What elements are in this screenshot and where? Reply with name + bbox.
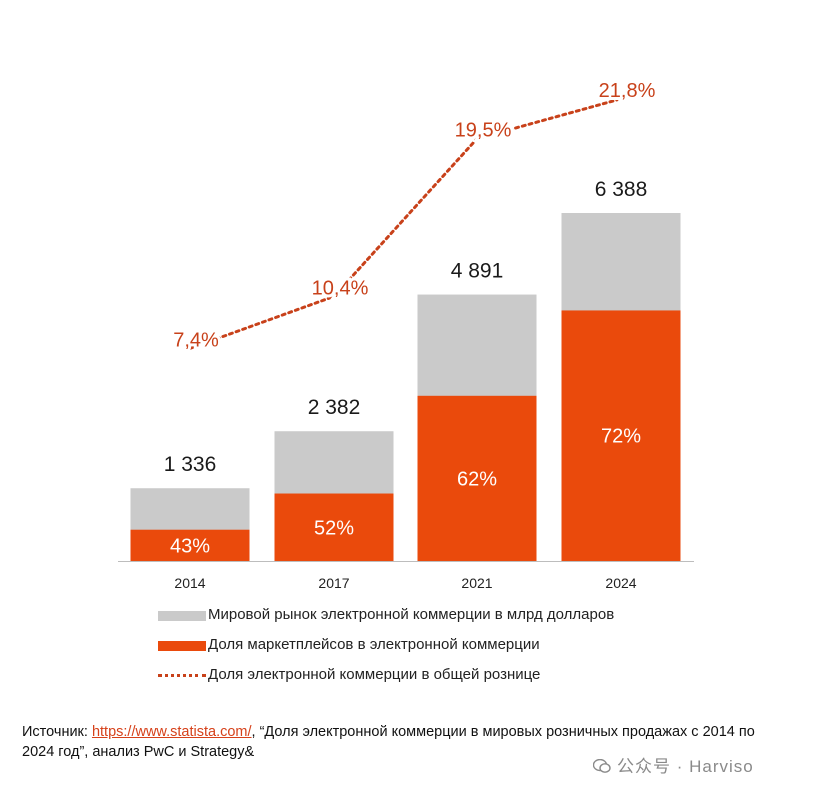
x-tick-2024: 2024 bbox=[605, 575, 636, 591]
wechat-icon bbox=[593, 759, 611, 773]
x-tick-2014: 2014 bbox=[174, 575, 205, 591]
retail-share-label-2014: 7,4% bbox=[173, 329, 219, 351]
legend-swatch-marketplaces bbox=[158, 641, 206, 651]
source-note: Источник: https://www.statista.com/, “До… bbox=[22, 722, 762, 762]
retail-share-point-2024 bbox=[619, 97, 623, 101]
retail-share-label-2017: 10,4% bbox=[312, 277, 369, 299]
source-prefix: Источник: bbox=[22, 724, 92, 740]
legend-label-marketplaces: Доля маркетплейсов в электронной коммерц… bbox=[208, 636, 540, 653]
share-label-2014: 43% bbox=[170, 535, 210, 557]
x-tick-2017: 2017 bbox=[318, 575, 349, 591]
retail-share-point-2014 bbox=[188, 346, 192, 350]
bar-share-2024 bbox=[561, 310, 681, 561]
retail-share-label-2024: 21,8% bbox=[599, 80, 656, 102]
share-label-2024: 72% bbox=[601, 426, 641, 448]
total-label-2024: 6 388 bbox=[595, 178, 648, 201]
share-label-2021: 62% bbox=[457, 468, 497, 490]
total-label-2014: 1 336 bbox=[164, 453, 217, 476]
chart: 1 336 43% 2014 2 382 52% 2017 4 891 62% 2021 6 38… bbox=[118, 79, 694, 591]
source-link[interactable]: https://www.statista.com/ bbox=[91, 724, 252, 740]
total-label-2017: 2 382 bbox=[308, 396, 361, 419]
retail-share-label-2021: 19,5% bbox=[455, 120, 512, 142]
watermark-text: 公众号 · Harviso bbox=[617, 757, 754, 776]
retail-share-line bbox=[188, 97, 623, 350]
retail-share-point-2017 bbox=[332, 294, 336, 298]
legend-label-retail-share: Доля электронной коммерции в общей розни… bbox=[208, 666, 541, 683]
legend-swatch-market bbox=[158, 611, 206, 621]
bar-share-2014 bbox=[130, 529, 250, 561]
x-tick-2021: 2021 bbox=[461, 575, 492, 591]
watermark: 公众号 · Harviso bbox=[593, 752, 754, 777]
share-label-2017: 52% bbox=[314, 517, 354, 539]
legend-swatch-retail-share bbox=[158, 674, 206, 677]
source-suffix: , “Доля электронной коммерции в мировых … bbox=[22, 724, 755, 760]
bar-share-2017 bbox=[274, 493, 394, 561]
retail-share-point-2021 bbox=[475, 137, 479, 141]
bar-share-2021 bbox=[417, 395, 537, 561]
total-label-2021: 4 891 bbox=[451, 260, 504, 283]
legend-label-market: Мировой рынок электронной коммерции в мл… bbox=[208, 606, 615, 623]
